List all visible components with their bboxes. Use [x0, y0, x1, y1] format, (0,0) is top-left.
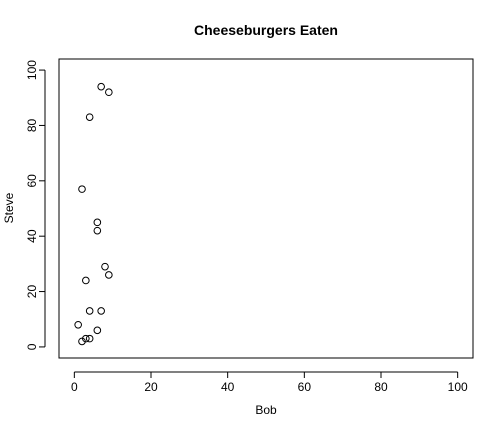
x-axis-label: Bob [255, 403, 277, 417]
y-tick-label: 20 [25, 285, 39, 299]
data-point [85, 307, 94, 315]
data-point [85, 113, 94, 121]
chart-title: Cheeseburgers Eaten [194, 22, 338, 38]
data-point [78, 185, 86, 193]
data-point [82, 334, 90, 343]
data-point [97, 307, 105, 315]
y-tick-label: 0 [25, 343, 39, 350]
data-point [93, 326, 102, 335]
data-point [74, 320, 82, 329]
data-point [82, 276, 90, 285]
x-tick-label: 20 [144, 380, 158, 394]
data-point [105, 88, 113, 97]
y-axis-label: Steve [2, 192, 16, 223]
data-point [93, 218, 102, 227]
data-point [105, 271, 113, 279]
data-point [97, 82, 105, 91]
y-tick-label: 80 [25, 118, 39, 132]
x-tick-label: 80 [374, 380, 388, 394]
data-points [74, 82, 113, 346]
x-tick-label: 60 [298, 380, 312, 394]
x-tick-label: 100 [448, 380, 468, 394]
data-point [78, 337, 86, 346]
plot-frame [58, 58, 474, 359]
y-tick-label: 100 [25, 60, 39, 80]
y-axis: 0 20 40 60 80 100 [25, 60, 46, 350]
data-point [93, 226, 102, 235]
x-tick-label: 40 [221, 380, 235, 394]
data-point [85, 334, 94, 343]
data-point [101, 262, 109, 271]
x-axis: 0 20 40 60 80 100 [71, 371, 468, 394]
x-tick-label: 0 [71, 380, 78, 394]
y-tick-label: 60 [25, 174, 39, 188]
y-tick-label: 40 [25, 229, 39, 243]
